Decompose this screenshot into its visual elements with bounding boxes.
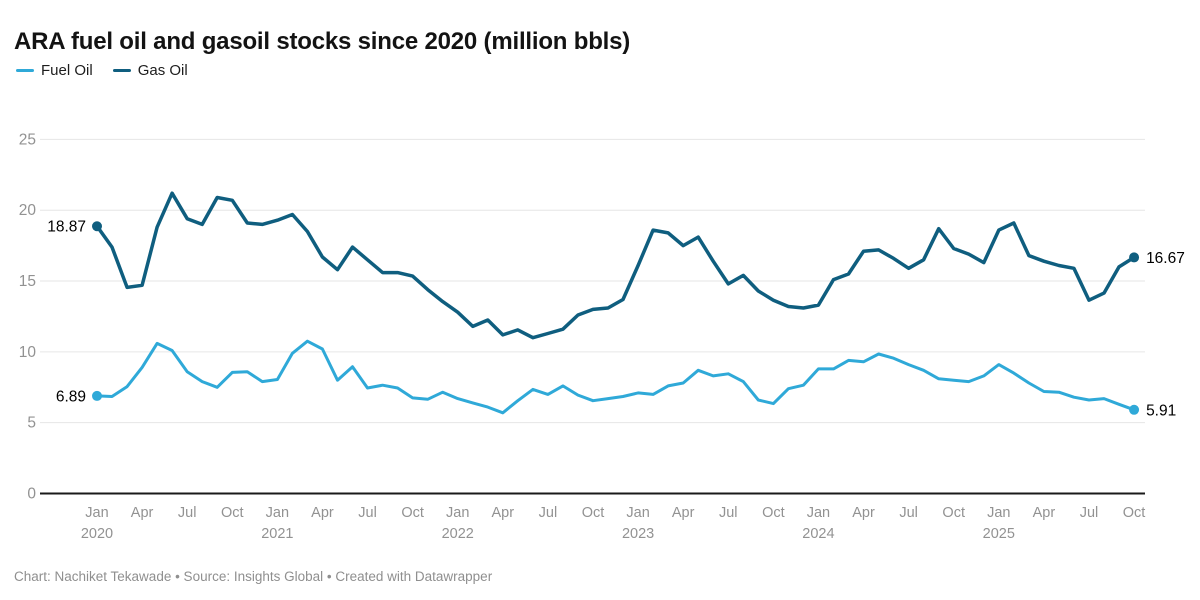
fuel-oil-line-swatch-icon (16, 69, 34, 72)
x-axis-year-label: 2021 (261, 526, 293, 542)
series-value-label: 18.87 (47, 219, 86, 236)
x-axis-month-label: Apr (672, 505, 695, 521)
gas-oil-line (95, 191, 1136, 340)
x-axis-month-label: Oct (401, 505, 424, 521)
x-axis-month-label: Jan (626, 505, 649, 521)
series-endpoint-dot (92, 221, 102, 232)
y-axis-tick-label: 25 (19, 131, 36, 148)
x-axis-year-label: 2025 (983, 526, 1015, 542)
page-title: ARA fuel oil and gasoil stocks since 202… (14, 28, 631, 56)
x-axis-month-label: Jul (178, 505, 197, 521)
chart-attribution: Chart: Nachiket Tekawade • Source: Insig… (14, 569, 493, 584)
gas-oil-line-swatch-icon (112, 69, 131, 72)
x-axis-month-label: Jan (85, 505, 108, 521)
x-axis-year-label: 2022 (442, 526, 474, 542)
x-axis-month-label: Jul (719, 505, 738, 521)
x-axis-month-label: Jul (1080, 505, 1099, 521)
fuel-oil-line (95, 339, 1136, 415)
x-axis-month-label: Apr (1033, 505, 1056, 521)
x-axis-month-label: Oct (942, 505, 965, 521)
y-axis-tick-label: 20 (19, 202, 37, 219)
legend-label: Gas Oil (137, 62, 188, 79)
x-axis-year-label: 2020 (81, 526, 113, 542)
x-axis-month-label: Oct (762, 505, 785, 521)
x-axis-month-label: Apr (852, 505, 875, 521)
series-endpoint-dot (1129, 252, 1140, 263)
x-axis-month-label: Jan (266, 505, 289, 521)
legend-label: Fuel Oil (41, 62, 93, 79)
y-axis-tick-label: 15 (19, 273, 36, 290)
x-axis-month-label: Apr (311, 505, 334, 521)
legend-item-fuel-oil: Fuel Oil (16, 62, 93, 79)
x-axis-month-label: Apr (492, 505, 515, 521)
x-axis-month-label: Jul (539, 505, 558, 521)
legend-item-gas-oil: Gas Oil (112, 62, 188, 79)
series-value-label: 16.67 (1146, 250, 1185, 267)
x-axis-month-label: Apr (131, 505, 154, 521)
x-axis-year-label: 2023 (622, 526, 654, 542)
x-axis-year-label: 2024 (802, 526, 834, 542)
x-axis-month-label: Jan (987, 505, 1010, 521)
y-axis-tick-label: 0 (27, 486, 36, 503)
x-axis-month-label: Jan (807, 505, 830, 521)
x-axis-month-label: Oct (1123, 505, 1146, 521)
x-axis-month-label: Oct (582, 505, 605, 521)
series-value-label: 5.91 (1146, 402, 1176, 419)
y-axis-tick-label: 5 (27, 415, 36, 432)
series-endpoint-dot (1129, 404, 1140, 415)
x-axis-month-label: Jul (358, 505, 377, 521)
x-axis-month-label: Jan (446, 505, 469, 521)
series-value-label: 6.89 (56, 388, 86, 405)
x-axis-month-label: Jul (899, 505, 918, 521)
series-endpoint-dot (92, 390, 102, 401)
x-axis-month-label: Oct (221, 505, 244, 521)
chart-legend: Fuel Oil Gas Oil (16, 62, 188, 79)
y-axis-tick-label: 10 (19, 344, 37, 361)
